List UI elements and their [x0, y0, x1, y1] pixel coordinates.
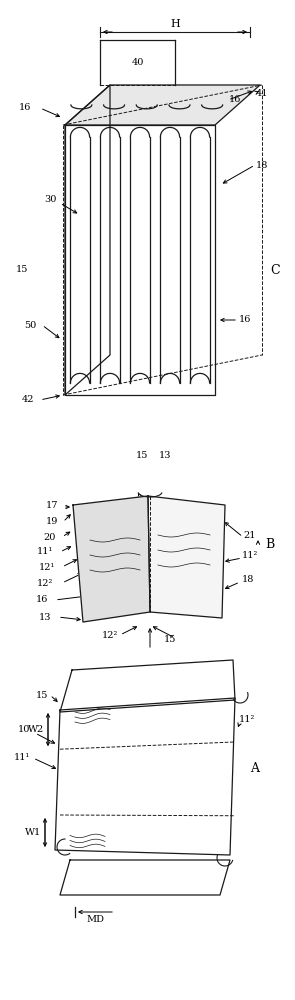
Text: H: H	[170, 19, 180, 29]
Text: 18: 18	[242, 576, 254, 584]
Text: 12²: 12²	[37, 578, 53, 587]
Text: W3: W3	[97, 776, 113, 785]
Text: 30: 30	[44, 196, 56, 205]
Text: 12²: 12²	[102, 631, 118, 640]
Text: 42: 42	[22, 395, 34, 404]
Text: 40: 40	[131, 58, 144, 67]
Text: 15: 15	[36, 690, 48, 700]
Text: 13: 13	[199, 870, 211, 880]
Text: 18: 18	[256, 160, 268, 169]
Text: 21: 21	[244, 530, 256, 540]
Text: 11¹: 11¹	[14, 754, 30, 762]
Text: B: B	[266, 538, 275, 552]
Text: 11²: 11²	[239, 716, 255, 724]
Text: 19: 19	[46, 518, 58, 526]
Polygon shape	[55, 698, 235, 855]
Text: 16: 16	[239, 316, 251, 324]
Text: 16: 16	[229, 96, 241, 104]
Text: 13: 13	[159, 450, 171, 460]
Text: 16: 16	[36, 595, 48, 604]
Text: 13: 13	[39, 612, 51, 621]
Polygon shape	[65, 85, 110, 395]
Text: 11¹: 11¹	[37, 548, 53, 556]
Polygon shape	[60, 860, 230, 895]
Polygon shape	[65, 125, 215, 395]
Text: 17: 17	[46, 500, 58, 510]
Text: 20: 20	[44, 532, 56, 542]
Text: W1: W1	[25, 828, 41, 837]
Text: 15: 15	[164, 636, 176, 645]
Text: W2: W2	[28, 725, 44, 734]
Text: 15: 15	[16, 265, 28, 274]
Text: C: C	[270, 263, 280, 276]
Polygon shape	[73, 496, 150, 622]
Text: 41: 41	[256, 89, 268, 98]
Polygon shape	[60, 660, 235, 712]
Text: 50: 50	[24, 320, 36, 330]
Text: 12¹: 12¹	[39, 562, 55, 572]
Polygon shape	[148, 496, 225, 618]
Polygon shape	[65, 85, 260, 125]
Text: 16: 16	[19, 104, 31, 112]
Text: 11²: 11²	[242, 552, 258, 560]
Text: A: A	[250, 762, 260, 774]
Text: 15: 15	[136, 450, 148, 460]
Text: 10: 10	[18, 726, 30, 734]
Text: MD: MD	[86, 916, 104, 924]
Text: 14: 14	[168, 776, 182, 786]
Text: 12¹: 12¹	[140, 870, 156, 880]
